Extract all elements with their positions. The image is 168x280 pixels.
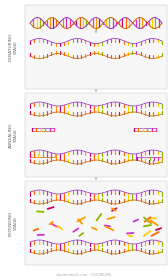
FancyBboxPatch shape [25,181,167,265]
Text: EXTENDING
STAGE: EXTENDING STAGE [9,210,17,236]
FancyBboxPatch shape [25,5,167,89]
FancyBboxPatch shape [25,93,167,177]
Text: ANNEALING
STAGE: ANNEALING STAGE [9,122,17,148]
Text: DENATURING
STAGE: DENATURING STAGE [9,33,17,61]
Text: shutterstock.com · 735785395: shutterstock.com · 735785395 [56,273,112,277]
